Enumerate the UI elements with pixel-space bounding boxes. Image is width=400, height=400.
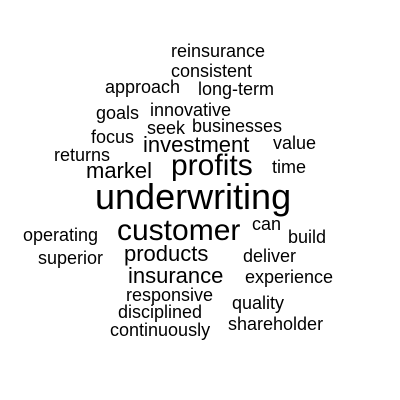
- word-responsive: responsive: [126, 285, 214, 305]
- word-innovative: innovative: [150, 100, 232, 120]
- word-value: value: [273, 133, 317, 153]
- word-disciplined: disciplined: [118, 302, 203, 322]
- word-consistent: consistent: [171, 61, 253, 81]
- word-shareholder: shareholder: [228, 314, 324, 334]
- word-seek: seek: [147, 118, 186, 138]
- word-focus: focus: [91, 127, 135, 147]
- word-quality: quality: [232, 293, 285, 313]
- word-reinsurance: reinsurance: [171, 41, 266, 61]
- word-operating: operating: [23, 225, 99, 245]
- word-insurance: insurance: [128, 263, 224, 288]
- word-markel: markel: [86, 158, 153, 183]
- word-underwriting: underwriting: [95, 176, 292, 217]
- word-superior: superior: [38, 248, 104, 268]
- word-returns: returns: [54, 145, 111, 165]
- word-investment: investment: [143, 132, 250, 157]
- word-businesses: businesses: [192, 116, 283, 136]
- word-profits: profits: [171, 149, 253, 182]
- word-products: products: [124, 241, 209, 266]
- word-long-term: long-term: [198, 79, 275, 99]
- word-can: can: [252, 214, 282, 234]
- word-experience: experience: [245, 267, 334, 287]
- word-deliver: deliver: [243, 246, 297, 266]
- word-continuously: continuously: [110, 320, 211, 340]
- word-approach: approach: [105, 77, 181, 97]
- word-customer: customer: [117, 214, 241, 247]
- word-goals: goals: [96, 103, 140, 123]
- word-time: time: [272, 157, 307, 177]
- word-build: build: [288, 227, 327, 247]
